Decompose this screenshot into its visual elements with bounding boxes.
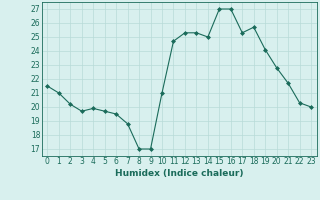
X-axis label: Humidex (Indice chaleur): Humidex (Indice chaleur) <box>115 169 244 178</box>
